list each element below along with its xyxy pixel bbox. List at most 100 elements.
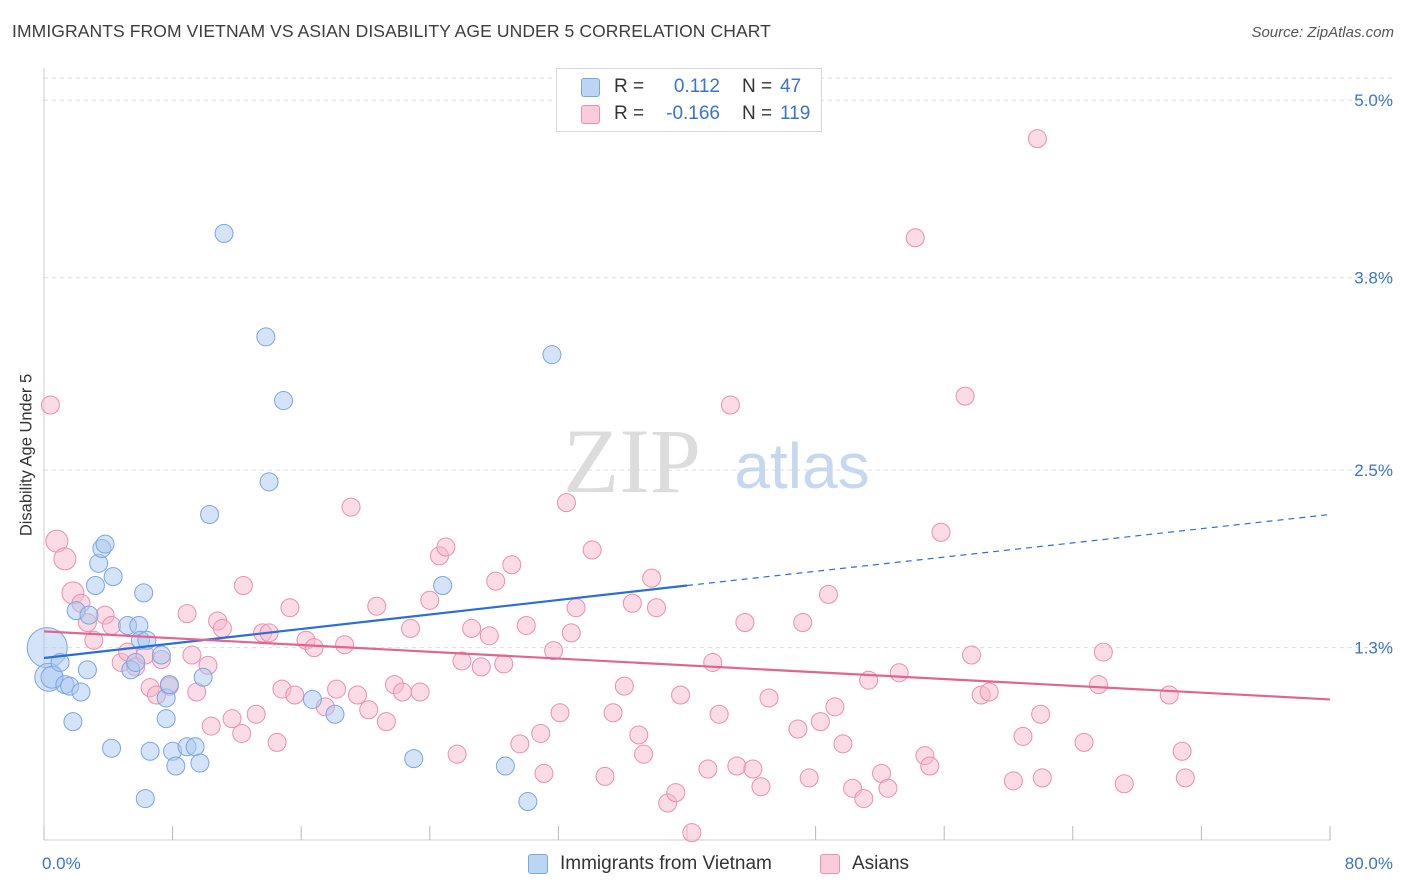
point-asians	[614, 676, 634, 696]
point-vietnam	[495, 756, 515, 776]
point-asians	[232, 723, 252, 743]
point-asians	[931, 522, 951, 542]
point-asians	[698, 759, 718, 779]
point-asians	[471, 657, 491, 677]
point-asians	[1031, 704, 1051, 724]
bottom-legend-label-asians: Asians	[852, 853, 910, 874]
y-axis-label: Disability Age Under 5	[17, 373, 36, 537]
point-vietnam	[140, 741, 160, 761]
point-vietnam	[404, 749, 424, 769]
point-asians	[327, 679, 347, 699]
point-vietnam	[126, 652, 146, 672]
point-asians	[410, 682, 430, 702]
trend-line-vietnam-extrapolated	[686, 513, 1331, 587]
point-asians	[735, 612, 755, 632]
watermark-zip: ZIP	[563, 410, 701, 512]
tick-labels: 1.3% 2.5% 3.8% 5.0% 0.0% 80.0%	[42, 91, 1393, 873]
bottom-legend-vietnam: Immigrants from Vietnam	[528, 852, 772, 876]
point-asians	[634, 744, 654, 764]
point-vietnam	[433, 576, 453, 596]
watermark: ZIP atlas	[563, 410, 870, 512]
bottom-legend-swatch-asians	[820, 854, 840, 874]
point-vietnam	[214, 223, 234, 243]
point-asians	[479, 626, 499, 646]
x-tick-label: 80.0%	[1345, 854, 1393, 873]
point-vietnam	[256, 327, 276, 347]
point-vietnam	[259, 472, 279, 492]
point-asians	[534, 763, 554, 783]
point-asians	[582, 540, 602, 560]
point-asians	[709, 704, 729, 724]
point-asians	[759, 688, 779, 708]
point-asians	[516, 615, 536, 635]
legend-swatch-asians	[581, 104, 600, 124]
point-asians	[682, 823, 702, 843]
point-asians	[84, 630, 104, 650]
point-asians	[401, 618, 421, 638]
point-asians	[955, 386, 975, 406]
point-asians	[494, 654, 514, 674]
y-tick-label: 3.8%	[1354, 269, 1393, 288]
bottom-legend-asians: Asians	[820, 852, 909, 876]
bottom-legend-label-vietnam: Immigrants from Vietnam	[560, 853, 772, 874]
point-asians	[556, 493, 576, 513]
point-asians	[53, 547, 77, 571]
legend-n-value: 119	[780, 103, 811, 124]
point-vietnam	[134, 583, 154, 603]
point-asians	[720, 395, 740, 415]
point-asians	[177, 604, 197, 624]
point-asians	[1027, 129, 1047, 149]
legend-swatch-vietnam	[581, 77, 600, 97]
point-asians	[703, 652, 723, 672]
point-asians	[646, 598, 666, 618]
point-asians	[905, 228, 925, 248]
point-asians	[962, 645, 982, 665]
point-asians	[233, 576, 253, 596]
point-asians	[671, 685, 691, 705]
point-asians	[40, 395, 60, 415]
point-asians	[392, 682, 412, 702]
grid-lines	[44, 77, 1392, 649]
point-asians	[347, 685, 367, 705]
point-asians	[531, 723, 551, 743]
point-asians	[280, 598, 300, 618]
point-asians	[642, 568, 662, 588]
point-vietnam	[95, 534, 115, 554]
point-asians	[486, 571, 506, 591]
point-vietnam	[151, 645, 171, 665]
point-asians	[1003, 771, 1023, 791]
point-vietnam	[166, 756, 186, 776]
point-asians	[1159, 685, 1179, 705]
y-tick-label: 1.3%	[1354, 639, 1393, 658]
point-asians	[727, 756, 747, 776]
point-asians	[561, 623, 581, 643]
point-vietnam	[542, 345, 562, 365]
point-vietnam	[63, 712, 83, 732]
point-asians	[341, 497, 361, 517]
legend-n-label: N =	[742, 76, 773, 97]
point-asians	[743, 759, 763, 779]
point-vietnam	[102, 738, 122, 758]
point-vietnam	[135, 789, 155, 809]
point-asians	[878, 778, 898, 798]
point-asians	[182, 645, 202, 665]
point-vietnam	[274, 391, 294, 411]
point-vietnam	[518, 792, 538, 812]
point-asians	[367, 596, 387, 616]
point-asians	[889, 663, 909, 683]
point-vietnam	[77, 660, 97, 680]
point-asians	[751, 777, 771, 797]
y-tick-label: 5.0%	[1354, 91, 1393, 110]
point-asians	[376, 712, 396, 732]
legend-row-vietnam: R = 0.112 N = 47	[581, 75, 801, 99]
correlation-legend: R = 0.112 N = 47 R = -0.166 N = 119	[556, 68, 822, 132]
legend-r-label: R =	[614, 76, 645, 97]
point-vietnam	[193, 667, 213, 687]
point-asians	[1175, 768, 1195, 788]
point-asians	[1172, 741, 1192, 761]
point-asians	[825, 697, 845, 717]
point-asians	[285, 685, 305, 705]
trend-line-vietnam	[43, 584, 688, 660]
point-vietnam	[156, 709, 176, 729]
